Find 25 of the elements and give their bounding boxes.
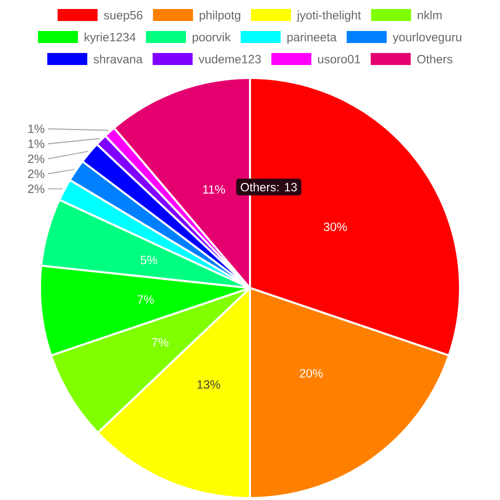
data-label: 13% [198, 380, 220, 389]
legend-label: shravana [94, 54, 143, 64]
legend-label: suep56 [104, 10, 142, 22]
data-label: 2% [28, 184, 44, 194]
data-label: 20% [300, 369, 323, 378]
legend-label: nklm [418, 10, 442, 20]
legend-label: yourloveguru [392, 32, 462, 44]
data-label: 30% [324, 222, 347, 232]
legend-label: Others [417, 54, 452, 64]
data-label: 2% [28, 154, 44, 164]
legend-label: philpotg [200, 10, 240, 22]
legend-label: vudeme123 [198, 54, 261, 64]
legend-label: usoro01 [318, 54, 360, 64]
legend-label: jyoti-thelight [296, 10, 361, 22]
data-label: 7% [138, 295, 154, 304]
legend-label: kyrie1234 [84, 32, 136, 44]
text: Others: 13 [240, 182, 297, 192]
data-label: 7% [152, 338, 168, 347]
legend-label: parineeta [287, 32, 337, 44]
data-label: 11% [203, 185, 225, 194]
data-label: 1% [28, 124, 44, 134]
data-label: 2% [28, 170, 44, 178]
data-label: 5% [140, 256, 158, 264]
legend-label: poorvik [192, 32, 231, 44]
data-label: 1% [28, 140, 44, 148]
